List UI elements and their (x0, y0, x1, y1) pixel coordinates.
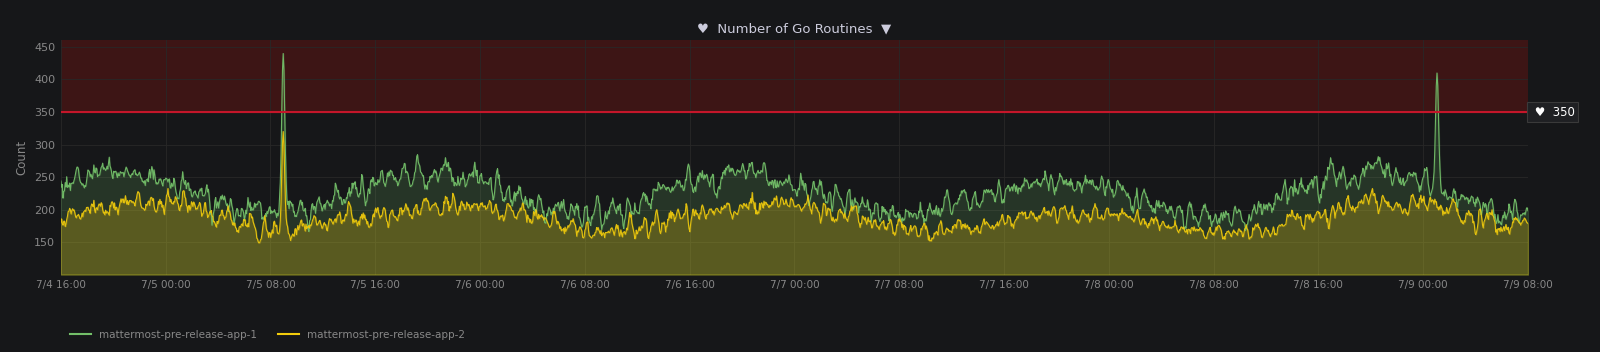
Title: ♥  Number of Go Routines  ▼: ♥ Number of Go Routines ▼ (698, 22, 891, 35)
Y-axis label: Count: Count (16, 140, 29, 175)
Bar (61, 40, 1528, 112)
Legend: mattermost-pre-release-app-1, mattermost-pre-release-app-2: mattermost-pre-release-app-1, mattermost… (66, 326, 469, 344)
Text: ♥  350: ♥ 350 (1531, 106, 1574, 119)
